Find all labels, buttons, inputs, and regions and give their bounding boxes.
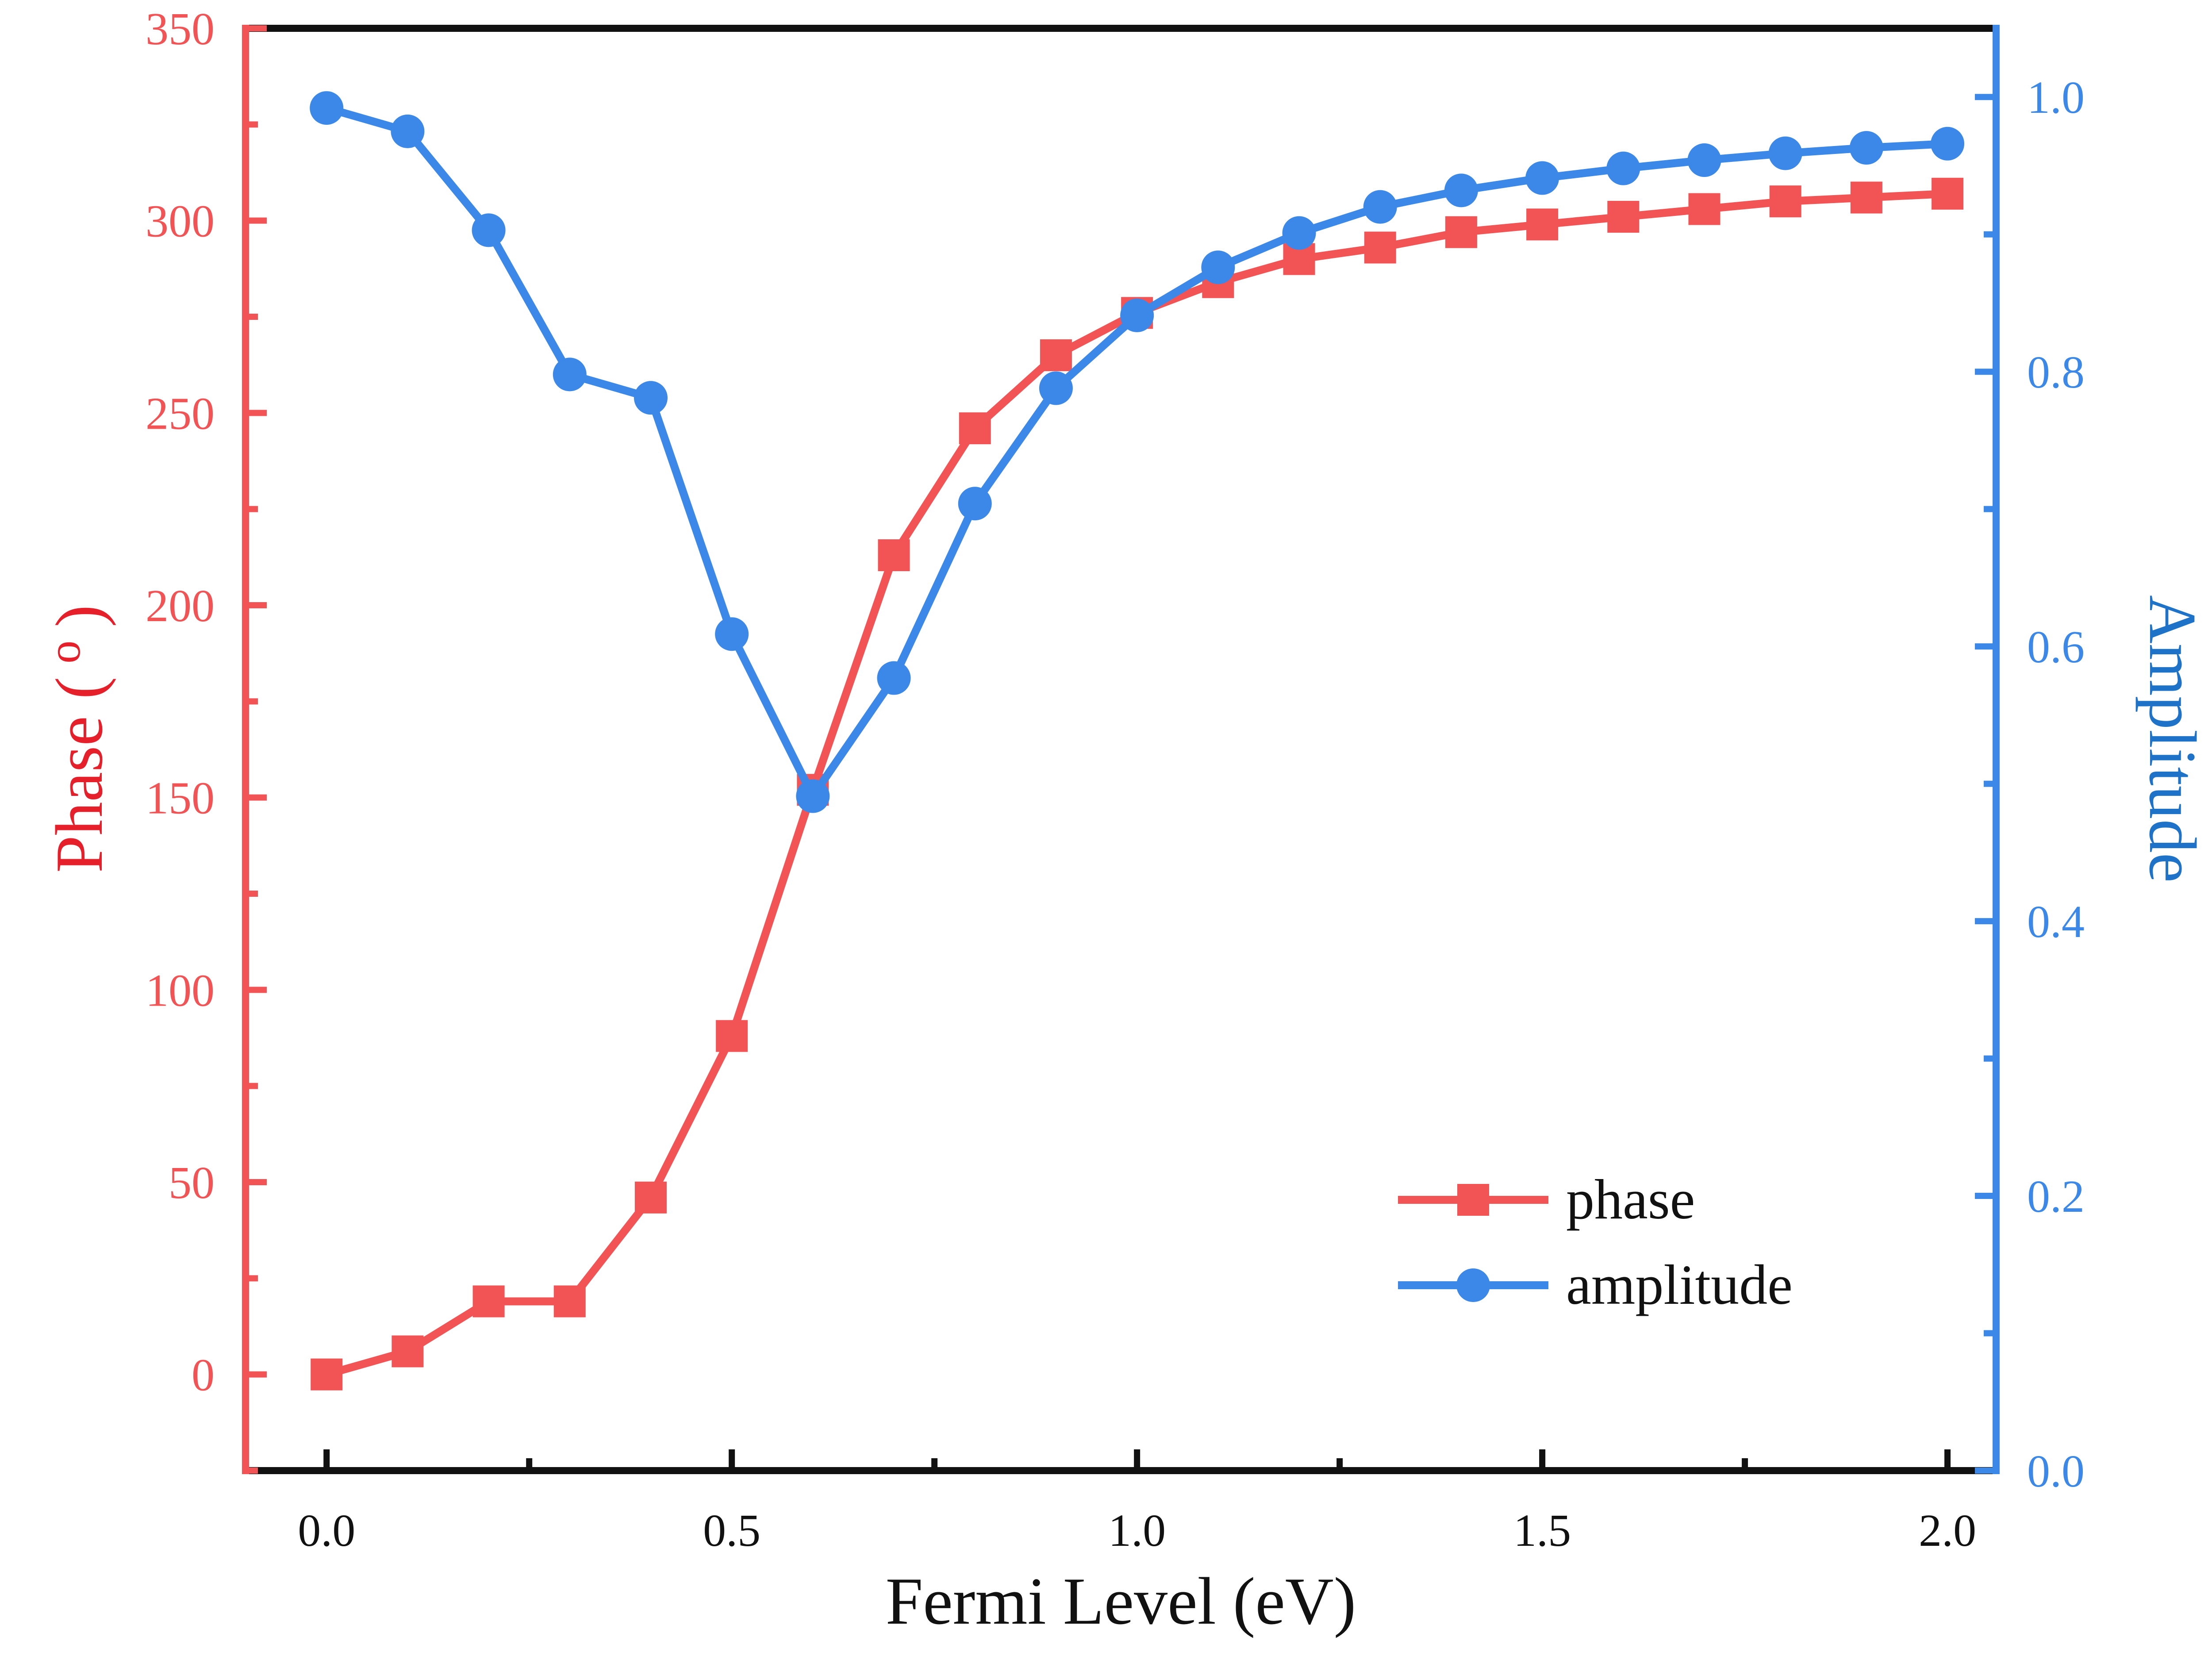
y-left-axis-title-open-paren: ( xyxy=(42,677,116,699)
y-right-tick-label: 0.4 xyxy=(2027,896,2085,947)
y-left-axis-title: Phase ( o) xyxy=(39,605,116,873)
phase-point xyxy=(1445,216,1477,248)
y-right-tick-label: 0.8 xyxy=(2027,347,2085,398)
amplitude-point xyxy=(1687,143,1721,177)
y-left-axis-title-unit: o xyxy=(39,641,90,664)
legend-amplitude-marker xyxy=(1456,1268,1490,1302)
y-right-tick-label: 0.2 xyxy=(2027,1171,2085,1222)
phase-point xyxy=(472,1285,505,1318)
amplitude-point xyxy=(1363,190,1397,224)
x-tick-label: 1.5 xyxy=(1513,1505,1571,1556)
amplitude-point xyxy=(1282,216,1316,250)
phase-point xyxy=(553,1285,586,1318)
phase-point xyxy=(392,1335,424,1368)
phase-point xyxy=(1607,200,1640,233)
phase-point xyxy=(1364,231,1396,264)
amplitude-point xyxy=(796,779,830,813)
amplitude-point xyxy=(553,357,587,392)
phase-point xyxy=(959,412,991,445)
phase-point xyxy=(311,1358,343,1391)
x-tick-label: 2.0 xyxy=(1919,1505,1976,1556)
amplitude-point xyxy=(1039,371,1073,405)
phase-point xyxy=(1688,193,1720,225)
phase-point xyxy=(1526,208,1559,241)
y-left-tick-label: 100 xyxy=(146,965,215,1016)
amplitude-point xyxy=(634,381,668,415)
x-tick-label: 0.0 xyxy=(298,1505,355,1556)
y-left-axis-title-close-paren: ) xyxy=(42,605,116,627)
x-tick-label: 1.0 xyxy=(1108,1505,1166,1556)
amplitude-point xyxy=(1606,151,1640,185)
phase-point xyxy=(1932,177,1964,210)
amplitude-point xyxy=(1444,173,1478,207)
legend-phase-label: phase xyxy=(1566,1168,1695,1231)
y-left-tick-label: 300 xyxy=(146,196,215,247)
legend-phase-marker xyxy=(1457,1184,1489,1216)
legend-amplitude-label: amplitude xyxy=(1566,1253,1793,1316)
amplitude-point xyxy=(1201,250,1235,284)
x-tick-label: 0.5 xyxy=(703,1505,760,1556)
amplitude-point xyxy=(310,91,344,125)
y-right-tick-label: 0.0 xyxy=(2027,1446,2085,1497)
phase-point xyxy=(878,539,910,571)
amplitude-point xyxy=(1525,161,1559,195)
y-right-tick-label: 1.0 xyxy=(2027,72,2085,123)
y-left-tick-label: 0 xyxy=(192,1350,215,1401)
y-left-tick-label: 150 xyxy=(146,773,215,824)
amplitude-point xyxy=(1931,127,1965,161)
x-axis-title: Fermi Level (eV) xyxy=(886,1564,1356,1638)
phase-point xyxy=(1040,339,1072,371)
amplitude-point xyxy=(958,487,992,521)
phase-point xyxy=(1769,185,1801,218)
y-left-tick-label: 350 xyxy=(146,4,215,54)
y-left-tick-label: 250 xyxy=(146,388,215,439)
plot-area: 0.0 0.5 1.0 1.5 2.0 0 50 100 150 200 250 300 350 0.0 0… xyxy=(39,4,2210,1638)
amplitude-point xyxy=(715,617,749,651)
amplitude-point xyxy=(1768,136,1802,170)
amplitude-point xyxy=(1849,131,1883,165)
phase-point xyxy=(1850,181,1882,214)
amplitude-point xyxy=(877,661,911,695)
amplitude-point xyxy=(391,114,425,148)
phase-point xyxy=(634,1181,667,1214)
y-left-tick-label: 200 xyxy=(146,580,215,631)
y-left-axis-title-text: Phase xyxy=(42,699,116,873)
y-left-tick-label: 50 xyxy=(169,1157,215,1208)
amplitude-point xyxy=(1120,298,1154,332)
amplitude-point xyxy=(472,213,506,247)
y-right-tick-label: 0.6 xyxy=(2027,622,2085,672)
phase-point xyxy=(716,1020,748,1052)
y-right-axis-title: Amplitude xyxy=(2135,595,2210,883)
